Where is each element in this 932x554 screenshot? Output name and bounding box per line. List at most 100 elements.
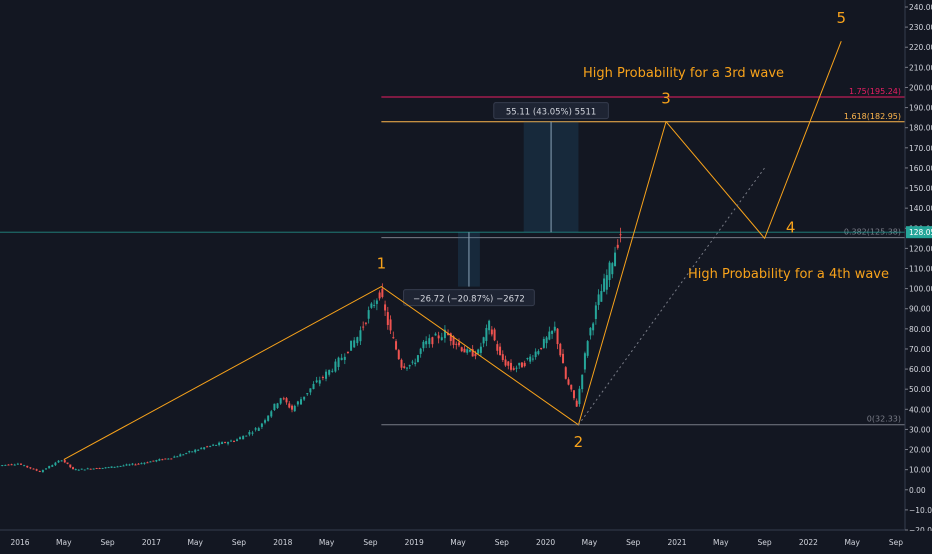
- candle-body: [137, 464, 139, 465]
- candle-body: [461, 347, 463, 351]
- y-tick-label: 220.00: [909, 43, 932, 52]
- candle-body: [248, 432, 250, 435]
- candle-body: [261, 424, 263, 427]
- candle-body: [373, 305, 375, 306]
- x-tick-label: Sep: [101, 538, 115, 547]
- candle-body: [218, 443, 220, 445]
- x-tick-label: Sep: [232, 538, 246, 547]
- y-tick-label: 90.00: [909, 305, 931, 314]
- candle-body: [303, 397, 305, 400]
- candle-body: [182, 454, 184, 455]
- candle-body: [589, 328, 591, 336]
- candle-body: [143, 463, 145, 464]
- candle-body: [105, 467, 107, 468]
- candle-body: [45, 468, 47, 469]
- wave-label: 4: [786, 218, 796, 236]
- x-tick-label: May: [319, 538, 335, 547]
- candle-body: [540, 348, 542, 349]
- candle-body: [123, 465, 125, 466]
- wave-label: 5: [836, 9, 846, 27]
- candle-body: [573, 390, 575, 398]
- candle-body: [84, 469, 86, 470]
- candle-body: [338, 358, 340, 367]
- candle-body: [11, 464, 13, 465]
- y-tick-label: 100.00: [909, 285, 932, 294]
- candle-body: [61, 460, 63, 461]
- candle-body: [152, 461, 154, 462]
- x-axis-panel: [0, 531, 932, 550]
- candle-body: [505, 360, 507, 366]
- candle-body: [548, 332, 550, 340]
- candle-body: [344, 357, 346, 360]
- candle-body: [206, 446, 208, 447]
- candle-body: [313, 384, 315, 389]
- y-tick-label: 10.00: [909, 466, 931, 475]
- candle-body: [362, 327, 364, 328]
- candle-body: [406, 368, 408, 369]
- candle-body: [469, 350, 471, 352]
- candle-body: [236, 439, 238, 441]
- y-tick-label: 50.00: [909, 385, 931, 394]
- y-tick-label: −10.00: [909, 506, 932, 515]
- candle-body: [595, 305, 597, 319]
- wave-label: 2: [574, 433, 584, 451]
- candle-body: [14, 465, 16, 466]
- candle-body: [215, 445, 217, 446]
- y-tick-label: 200.00: [909, 83, 932, 92]
- candle-body: [286, 398, 288, 402]
- measure-label: 55.11 (43.05%) 5511: [506, 108, 596, 118]
- candle-body: [306, 393, 308, 394]
- candle-body: [309, 388, 311, 392]
- candle-body: [466, 349, 468, 352]
- candle-body: [398, 350, 400, 359]
- candle-body: [435, 334, 437, 336]
- candle-body: [537, 351, 539, 354]
- x-tick-label: 2019: [405, 538, 424, 547]
- x-tick-label: May: [844, 538, 860, 547]
- candle-body: [401, 360, 403, 368]
- candle-body: [72, 467, 74, 469]
- y-tick-label: 230.00: [909, 23, 932, 32]
- y-tick-label: 170.00: [909, 144, 932, 153]
- candle-body: [26, 466, 28, 467]
- candle-body: [39, 471, 41, 472]
- candle-body: [252, 433, 254, 434]
- candle-body: [518, 363, 520, 365]
- candle-body: [67, 462, 69, 463]
- candle-body: [422, 342, 424, 348]
- candle-body: [565, 367, 567, 379]
- candle-body: [87, 468, 89, 469]
- candle-body: [64, 460, 66, 462]
- candle-body: [194, 450, 196, 452]
- candle-body: [233, 441, 235, 442]
- candle-body: [334, 362, 336, 372]
- y-tick-label: 40.00: [909, 405, 931, 414]
- candle-body: [170, 458, 172, 459]
- candle-body: [129, 464, 131, 465]
- x-tick-label: Sep: [495, 538, 509, 547]
- candle-body: [614, 253, 616, 267]
- candle-body: [33, 469, 35, 470]
- candle-body: [140, 463, 142, 464]
- candle-body: [114, 467, 116, 468]
- candle-body: [425, 341, 427, 344]
- candle-body: [300, 399, 302, 404]
- candle-body: [420, 349, 422, 354]
- candle-body: [102, 468, 104, 469]
- candle-body: [51, 465, 53, 467]
- candle-body: [532, 359, 534, 360]
- candle-body: [81, 469, 83, 470]
- candle-body: [535, 352, 537, 357]
- candle-body: [69, 464, 71, 467]
- candle-body: [559, 344, 561, 355]
- fib-level-label: 0(32.33): [867, 415, 901, 424]
- candle-body: [1, 465, 3, 466]
- x-tick-label: 2016: [10, 538, 29, 547]
- candle-body: [496, 344, 498, 351]
- candle-body: [381, 289, 383, 297]
- candle-body: [513, 368, 515, 370]
- candle-body: [99, 468, 101, 469]
- candle-body: [568, 379, 570, 384]
